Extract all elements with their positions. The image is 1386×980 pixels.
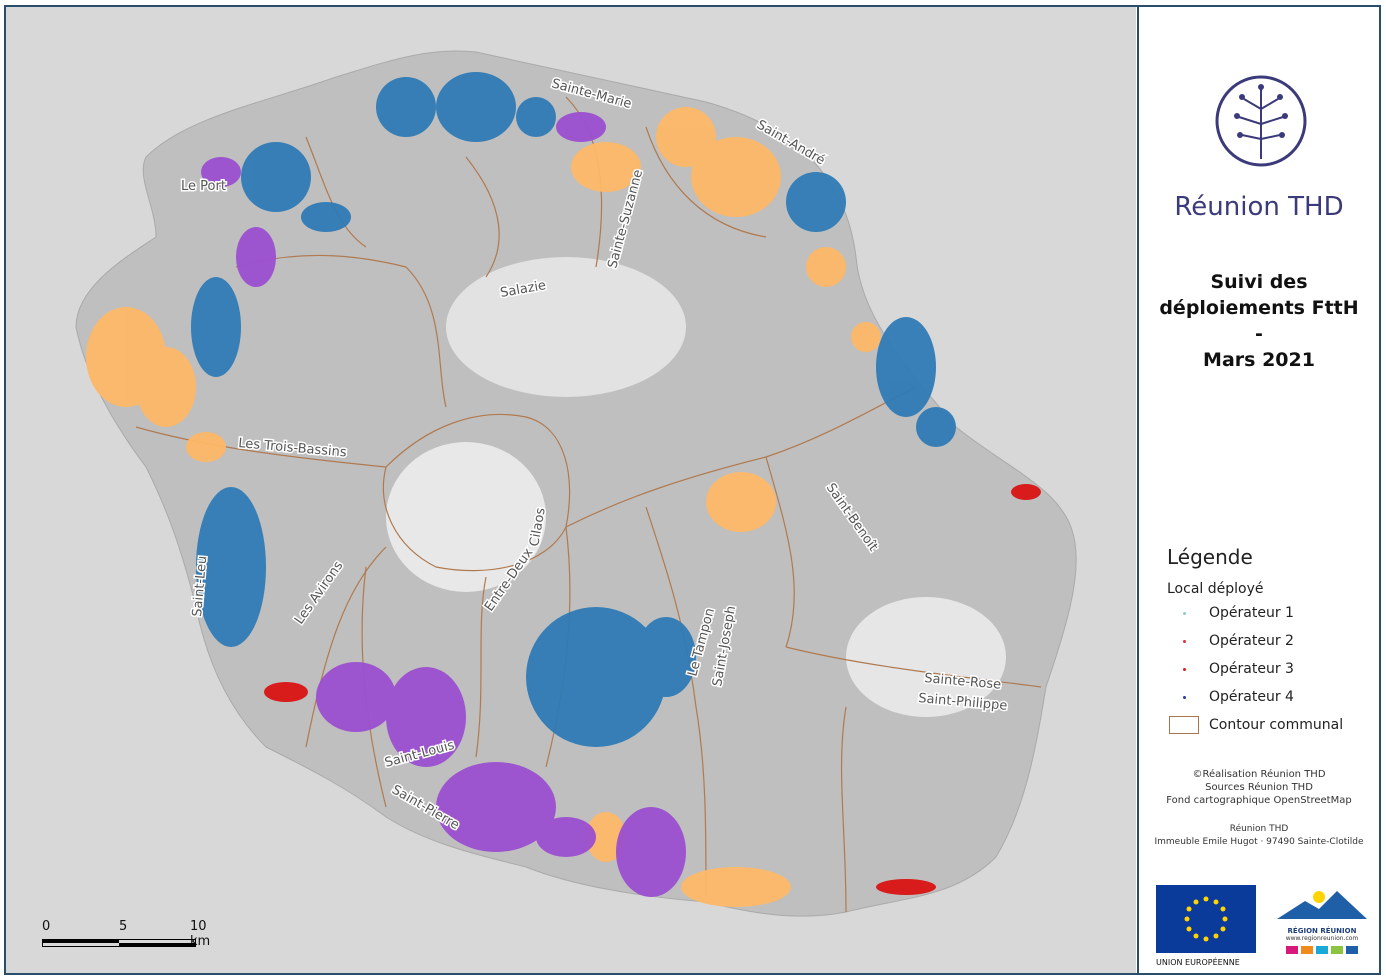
credit-sources: Sources Réunion THD bbox=[1205, 782, 1313, 793]
eu-label: UNION EUROPÉENNE bbox=[1156, 958, 1240, 967]
operator-blue-zones bbox=[191, 72, 956, 747]
reunion-thd-logo-icon bbox=[1215, 75, 1307, 167]
region-reunion-logo: RÉGION RÉUNION www.regionreunion.com bbox=[1275, 883, 1369, 963]
operator-red-zones bbox=[264, 484, 1041, 895]
cirque-cilaos bbox=[386, 442, 546, 592]
title-line-3: - bbox=[1255, 323, 1263, 345]
map-canvas[interactable]: Sainte-Marie Saint-André Le Port Sainte-… bbox=[6, 7, 1136, 973]
mountain-icon bbox=[1277, 891, 1367, 919]
scale-bar-graphic bbox=[42, 939, 196, 947]
legend-title: Légende bbox=[1167, 545, 1253, 569]
legend-item-contour-communal: Contour communal bbox=[1167, 715, 1343, 735]
scale-label-5: 5 bbox=[119, 919, 128, 934]
island-map: Sainte-Marie Saint-André Le Port Sainte-… bbox=[75, 50, 1077, 917]
legend-item-operateur-1: Opérateur 1 bbox=[1167, 603, 1294, 623]
map-frame bbox=[4, 5, 1381, 975]
panel-divider bbox=[1137, 5, 1139, 975]
legend-label: Opérateur 2 bbox=[1209, 633, 1294, 649]
region-name: RÉGION RÉUNION bbox=[1287, 927, 1357, 935]
eu-flag-logo bbox=[1156, 885, 1256, 953]
legend-label: Contour communal bbox=[1209, 717, 1344, 733]
legend-label: Opérateur 3 bbox=[1209, 661, 1294, 677]
label-saint-leu: Saint-Leu bbox=[190, 555, 210, 617]
eu-stars-icon bbox=[1184, 896, 1228, 942]
operateur-3-swatch bbox=[1182, 667, 1186, 671]
legend-item-operateur-2: Opérateur 2 bbox=[1167, 631, 1294, 651]
scale-label-0: 0 bbox=[42, 919, 51, 934]
cirque-salazie bbox=[446, 257, 686, 397]
address-name: Réunion THD bbox=[1229, 824, 1289, 834]
label-le-port: Le Port bbox=[181, 179, 226, 194]
map-title: Suivi des déploiements FttH - Mars 2021 bbox=[1139, 269, 1379, 373]
brand-name: Réunion THD bbox=[1174, 192, 1344, 222]
credit-fond: Fond cartographique OpenStreetMap bbox=[1166, 795, 1352, 806]
legend-item-operateur-4: Opérateur 4 bbox=[1167, 687, 1294, 707]
legend-label: Opérateur 4 bbox=[1209, 689, 1294, 705]
address-line: Immeuble Emile Hugot · 97490 Sainte-Clot… bbox=[1154, 837, 1364, 847]
operateur-4-swatch bbox=[1182, 695, 1186, 699]
operateur-1-swatch bbox=[1182, 611, 1186, 615]
region-color-bars bbox=[1275, 946, 1369, 954]
piton-fournaise bbox=[846, 597, 1006, 717]
credits-block: ©Réalisation Réunion THD Sources Réunion… bbox=[1139, 768, 1379, 807]
operator-purple-zones bbox=[201, 112, 686, 897]
title-line-4: Mars 2021 bbox=[1203, 349, 1315, 371]
legend-item-operateur-3: Opérateur 3 bbox=[1167, 659, 1294, 679]
operateur-2-swatch bbox=[1182, 639, 1186, 643]
operator-orange-zones bbox=[86, 107, 881, 907]
contour-communal-swatch bbox=[1169, 716, 1199, 734]
legend-subtitle: Local déployé bbox=[1167, 581, 1264, 597]
legend-label: Opérateur 1 bbox=[1209, 605, 1294, 621]
region-url: www.regionreunion.com bbox=[1285, 935, 1359, 942]
address-block: Réunion THD Immeuble Emile Hugot · 97490… bbox=[1139, 823, 1379, 849]
title-line-1: Suivi des bbox=[1210, 271, 1308, 293]
credit-realisation: ©Réalisation Réunion THD bbox=[1192, 769, 1326, 780]
title-line-2: déploiements FttH bbox=[1159, 297, 1359, 319]
legend-panel: Réunion THD Suivi des déploiements FttH … bbox=[1139, 7, 1379, 973]
